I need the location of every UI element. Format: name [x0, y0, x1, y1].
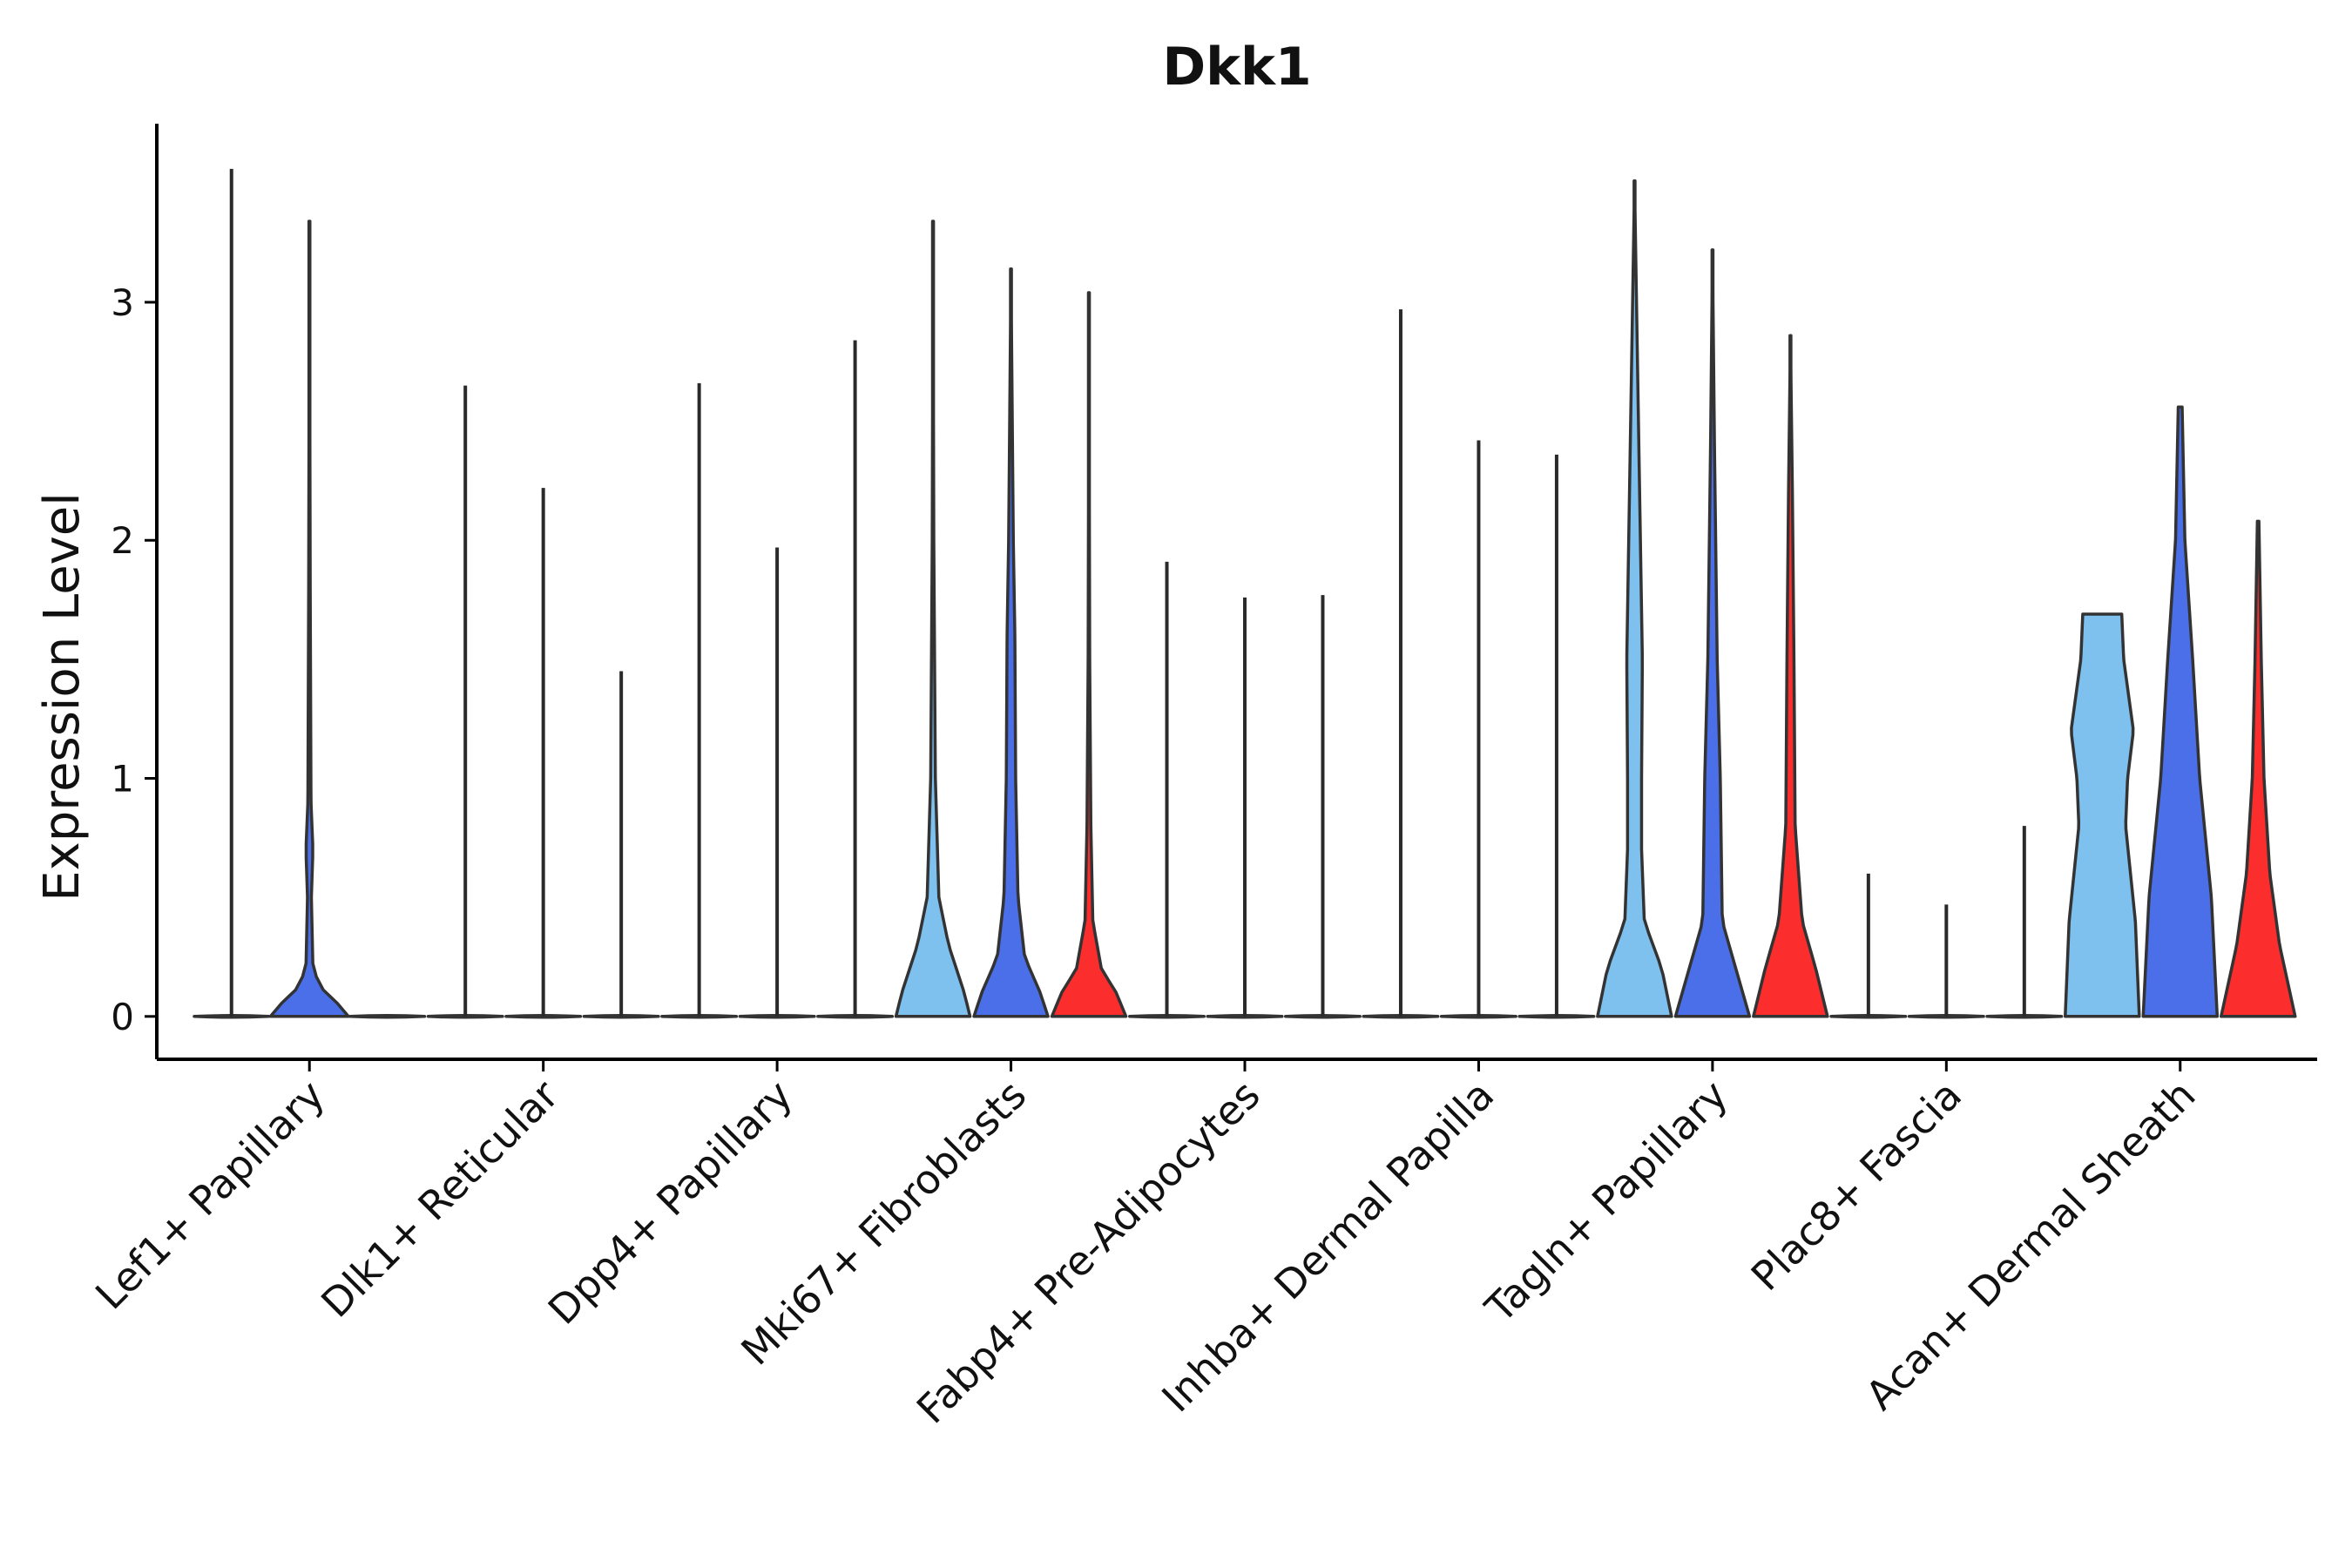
x-tick-label: Plac8+ Fascia	[1742, 1071, 1970, 1300]
y-axis-ticks: 0 1 2 3	[111, 281, 157, 1038]
violin-dpp4-papillary-group-1	[660, 1014, 739, 1019]
violin-fabp4-pre-adipocytes-group-3	[1283, 1014, 1362, 1019]
violin-lef1-papillary-group-2	[268, 220, 350, 1018]
violin-dlk1-reticular-group-2	[504, 1014, 583, 1019]
violin-plac8-fascia-group-1	[1829, 1014, 1908, 1019]
violin-fabp4-pre-adipocytes-group-2	[1206, 1014, 1284, 1019]
y-tick-label: 1	[111, 758, 134, 801]
violin-dpp4-papillary-group-2	[738, 1014, 816, 1019]
violin-acan-dermal-sheath-group-1	[2064, 612, 2141, 1018]
violin-inhba-dermal-papilla-group-1	[1362, 1014, 1440, 1019]
violin-plac8-fascia-group-3	[1985, 1014, 2064, 1019]
violin-lef1-papillary-group-3	[348, 1014, 427, 1019]
violin-dpp4-papillary-group-3	[816, 1014, 895, 1019]
axes	[155, 124, 2317, 1061]
violin-dlk1-reticular-group-3	[582, 1014, 660, 1019]
violin-plac8-fascia-group-2	[1907, 1014, 1985, 1019]
violin-mki67-fibroblasts-group-1	[894, 220, 972, 1018]
violin-lef1-papillary-group-1	[193, 1014, 271, 1019]
violin-acan-dermal-sheath-group-3	[2220, 519, 2297, 1018]
violin-mki67-fibroblasts-group-2	[972, 267, 1050, 1018]
x-tick-label: Dpp4+ Papillary	[539, 1071, 801, 1334]
violin-fabp4-pre-adipocytes-group-1	[1128, 1014, 1206, 1019]
violin-tagln-papillary-group-1	[1596, 179, 1673, 1018]
y-tick-label: 3	[111, 281, 134, 324]
violin-inhba-dermal-papilla-group-3	[1517, 1014, 1596, 1019]
violin-mki67-fibroblasts-group-3	[1050, 291, 1128, 1018]
chart-title: Dkk1	[1162, 37, 1311, 98]
violin-inhba-dermal-papilla-group-2	[1439, 1014, 1517, 1019]
violin-tagln-papillary-group-3	[1752, 334, 1829, 1018]
violin-group	[193, 168, 2297, 1019]
y-tick-label: 0	[111, 996, 134, 1038]
x-tick-label: Dlk1+ Reticular	[312, 1071, 567, 1327]
y-tick-label: 2	[111, 519, 134, 562]
violin-acan-dermal-sheath-group-2	[2141, 405, 2220, 1018]
violin-tagln-papillary-group-2	[1673, 248, 1752, 1018]
x-tick-label: Tagln+ Papillary	[1476, 1071, 1737, 1333]
x-tick-label: Lef1+ Papillary	[86, 1071, 334, 1319]
y-axis-label: Expression Level	[34, 492, 91, 902]
violin-dlk1-reticular-group-1	[426, 1014, 504, 1019]
